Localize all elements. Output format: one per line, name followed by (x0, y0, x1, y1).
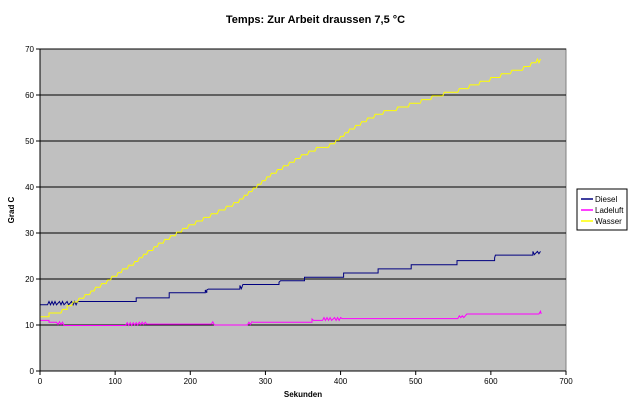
y-tick-label: 50 (25, 137, 34, 146)
y-tick-label: 60 (25, 91, 34, 100)
series-lines (40, 57, 542, 327)
legend: Diesel Ladeluft Wasser (576, 188, 628, 231)
x-tick-label: 100 (108, 377, 122, 386)
legend-label-ladeluft: Ladeluft (595, 206, 624, 215)
axes (36, 48, 567, 375)
x-tick-label: 400 (334, 377, 348, 386)
x-tick-label: 500 (409, 377, 423, 386)
x-tick-label: 600 (484, 377, 498, 386)
y-axis-title: Grad C (7, 196, 16, 223)
y-tick-label: 20 (25, 275, 34, 284)
chart-title: Temps: Zur Arbeit draussen 7,5 °C (226, 14, 405, 26)
y-tick-label: 0 (30, 367, 35, 376)
y-tick-label: 40 (25, 183, 34, 192)
y-tick-label: 10 (25, 321, 34, 330)
y-tick-label: 70 (25, 45, 34, 54)
series-line-diesel (40, 250, 541, 307)
series-line-ladeluft (40, 309, 542, 327)
x-axis-title: Sekunden (284, 390, 322, 399)
x-tick-label: 0 (38, 377, 43, 386)
legend-label-diesel: Diesel (595, 195, 617, 204)
gridlines (40, 48, 566, 326)
y-tick-label: 30 (25, 229, 34, 238)
x-tick-label: 200 (184, 377, 198, 386)
x-tick-label: 700 (559, 377, 573, 386)
legend-label-wasser: Wasser (595, 217, 622, 226)
series-line-wasser (40, 57, 541, 318)
x-tick-label: 300 (259, 377, 273, 386)
plot-area (39, 48, 567, 372)
